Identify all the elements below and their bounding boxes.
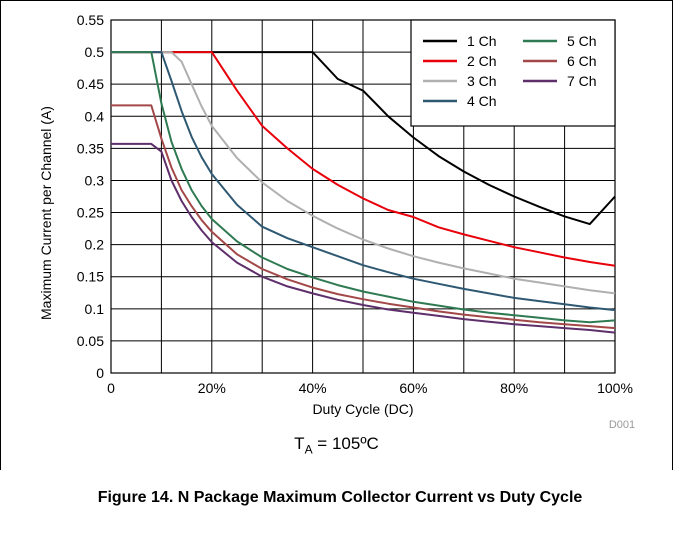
y-tick-label: 0.25 (77, 205, 104, 221)
legend-label: 3 Ch (467, 73, 497, 89)
y-tick-label: 0.55 (77, 12, 104, 28)
series-lines (111, 51, 616, 334)
series-line-3-ch (111, 51, 616, 295)
y-tick-label: 0.45 (77, 76, 104, 92)
tick-labels: 0 0.05 0.1 0.15 0.2 0.25 0.3 0.35 0.4 0.45 0.5 0.55… (77, 12, 633, 396)
x-tick-label: 40% (299, 380, 327, 396)
legend-label: 5 Ch (567, 33, 597, 49)
y-tick-label: 0.5 (85, 44, 105, 60)
x-tick-label: 20% (198, 380, 226, 396)
y-tick-label: 0.15 (77, 269, 104, 285)
legend-label: 7 Ch (567, 73, 597, 89)
y-tick-label: 0.2 (85, 237, 105, 253)
x-tick-label: 100% (597, 380, 633, 396)
series-line-2-ch (111, 51, 616, 267)
y-tick-label: 0.35 (77, 140, 104, 156)
legend-label: 1 Ch (467, 33, 497, 49)
x-tick-label: 60% (399, 380, 427, 396)
condition-prefix: T (294, 434, 305, 453)
legend: 1 Ch 2 Ch 3 Ch 4 Ch 5 Ch 6 Ch 7 Ch (410, 19, 616, 127)
series-line-6-ch (111, 104, 616, 330)
y-tick-label: 0.1 (85, 301, 105, 317)
series-line-1-ch (111, 51, 616, 226)
page-left-border (0, 0, 1, 470)
legend-box (410, 19, 616, 127)
condition-subscript: A (304, 442, 313, 457)
temperature-condition: TA = 105ºC (0, 434, 673, 456)
figure-code: D001 (609, 419, 635, 430)
x-tick-label: 80% (500, 380, 528, 396)
legend-label: 4 Ch (467, 93, 497, 109)
y-axis-title: Maximum Current per Channel (A) (38, 106, 54, 320)
y-tick-label: 0 (96, 365, 104, 381)
series-line-7-ch (111, 142, 616, 334)
x-tick-label: 0 (107, 380, 115, 396)
legend-label: 2 Ch (467, 53, 497, 69)
x-axis-title: Duty Cycle (DC) (312, 401, 413, 417)
legend-label: 6 Ch (567, 53, 597, 69)
page-top-border (0, 0, 673, 1)
y-tick-label: 0.3 (85, 172, 105, 188)
figure-caption: Figure 14. N Package Maximum Collector C… (97, 489, 583, 506)
y-tick-label: 0.4 (85, 108, 105, 124)
chart: 1 Ch 2 Ch 3 Ch 4 Ch 5 Ch 6 Ch 7 Ch 0 0.05 0.1 0.1… (38, 12, 635, 430)
condition-value: = 105ºC (312, 434, 379, 453)
series-line-4-ch (111, 51, 616, 312)
series-line-5-ch (111, 51, 616, 324)
y-tick-label: 0.05 (77, 333, 104, 349)
